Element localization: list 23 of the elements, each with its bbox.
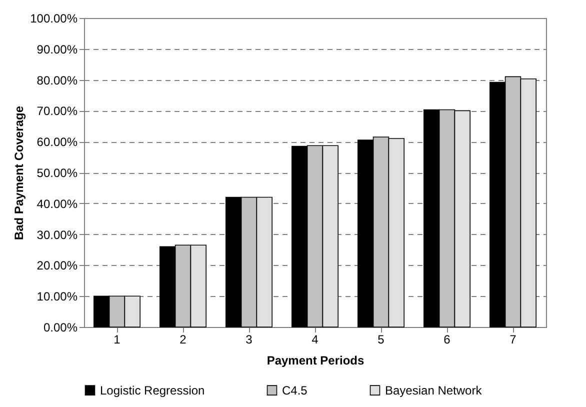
x-tick-label: 7 (510, 332, 517, 346)
x-tick-label: 3 (246, 332, 253, 346)
y-tick-label: 30.00% (36, 228, 78, 242)
x-tick-label: 5 (378, 332, 385, 346)
y-tick-label: 10.00% (36, 290, 78, 304)
x-tick-label: 6 (444, 332, 451, 346)
x-axis-title: Payment Periods (266, 354, 365, 368)
y-tick-label: 80.00% (36, 73, 78, 88)
y-tick-label: 50.00% (36, 166, 78, 180)
y-tick-label: 60.00% (36, 135, 78, 150)
legend-label: Logistic Regression (100, 383, 205, 398)
y-axis-title: Bad Payment Coverage (12, 106, 26, 240)
legend-label: C4.5 (282, 383, 308, 398)
x-tick-label: 2 (180, 332, 187, 346)
y-tick-label: 70.00% (36, 104, 78, 118)
y-tick-label: 100.00% (30, 12, 78, 26)
y-tick-label: 0.00% (43, 320, 78, 334)
x-tick-label: 1 (114, 332, 121, 346)
y-tick-label: 20.00% (36, 258, 78, 273)
x-tick-label: 4 (312, 332, 319, 346)
y-tick-label: 90.00% (36, 42, 78, 56)
legend-label: Bayesian Network (385, 383, 483, 398)
y-tick-label: 40.00% (36, 196, 78, 211)
